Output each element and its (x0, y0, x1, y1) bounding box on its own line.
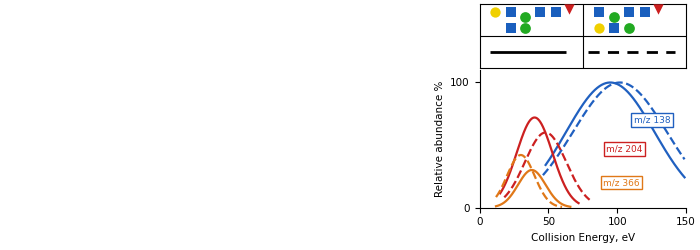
Point (639, 10, 650, 14)
Point (609, 14, 620, 18)
Point (489, 10, 500, 14)
Point (594, 10, 605, 14)
Point (652, 7, 664, 11)
Point (519, 26, 531, 30)
Y-axis label: Relative abundance %: Relative abundance % (435, 80, 444, 197)
Point (505, 26, 517, 30)
Point (609, 26, 620, 30)
Point (594, 26, 605, 30)
Text: m/z 366: m/z 366 (603, 178, 640, 187)
Point (624, 26, 635, 30)
Point (563, 7, 574, 11)
Point (519, 14, 531, 18)
Point (624, 10, 635, 14)
Point (550, 10, 561, 14)
X-axis label: Collision Energy, eV: Collision Energy, eV (531, 233, 635, 243)
Text: m/z 204: m/z 204 (606, 144, 643, 153)
Point (505, 10, 517, 14)
Point (535, 10, 546, 14)
Text: m/z 138: m/z 138 (634, 116, 671, 124)
